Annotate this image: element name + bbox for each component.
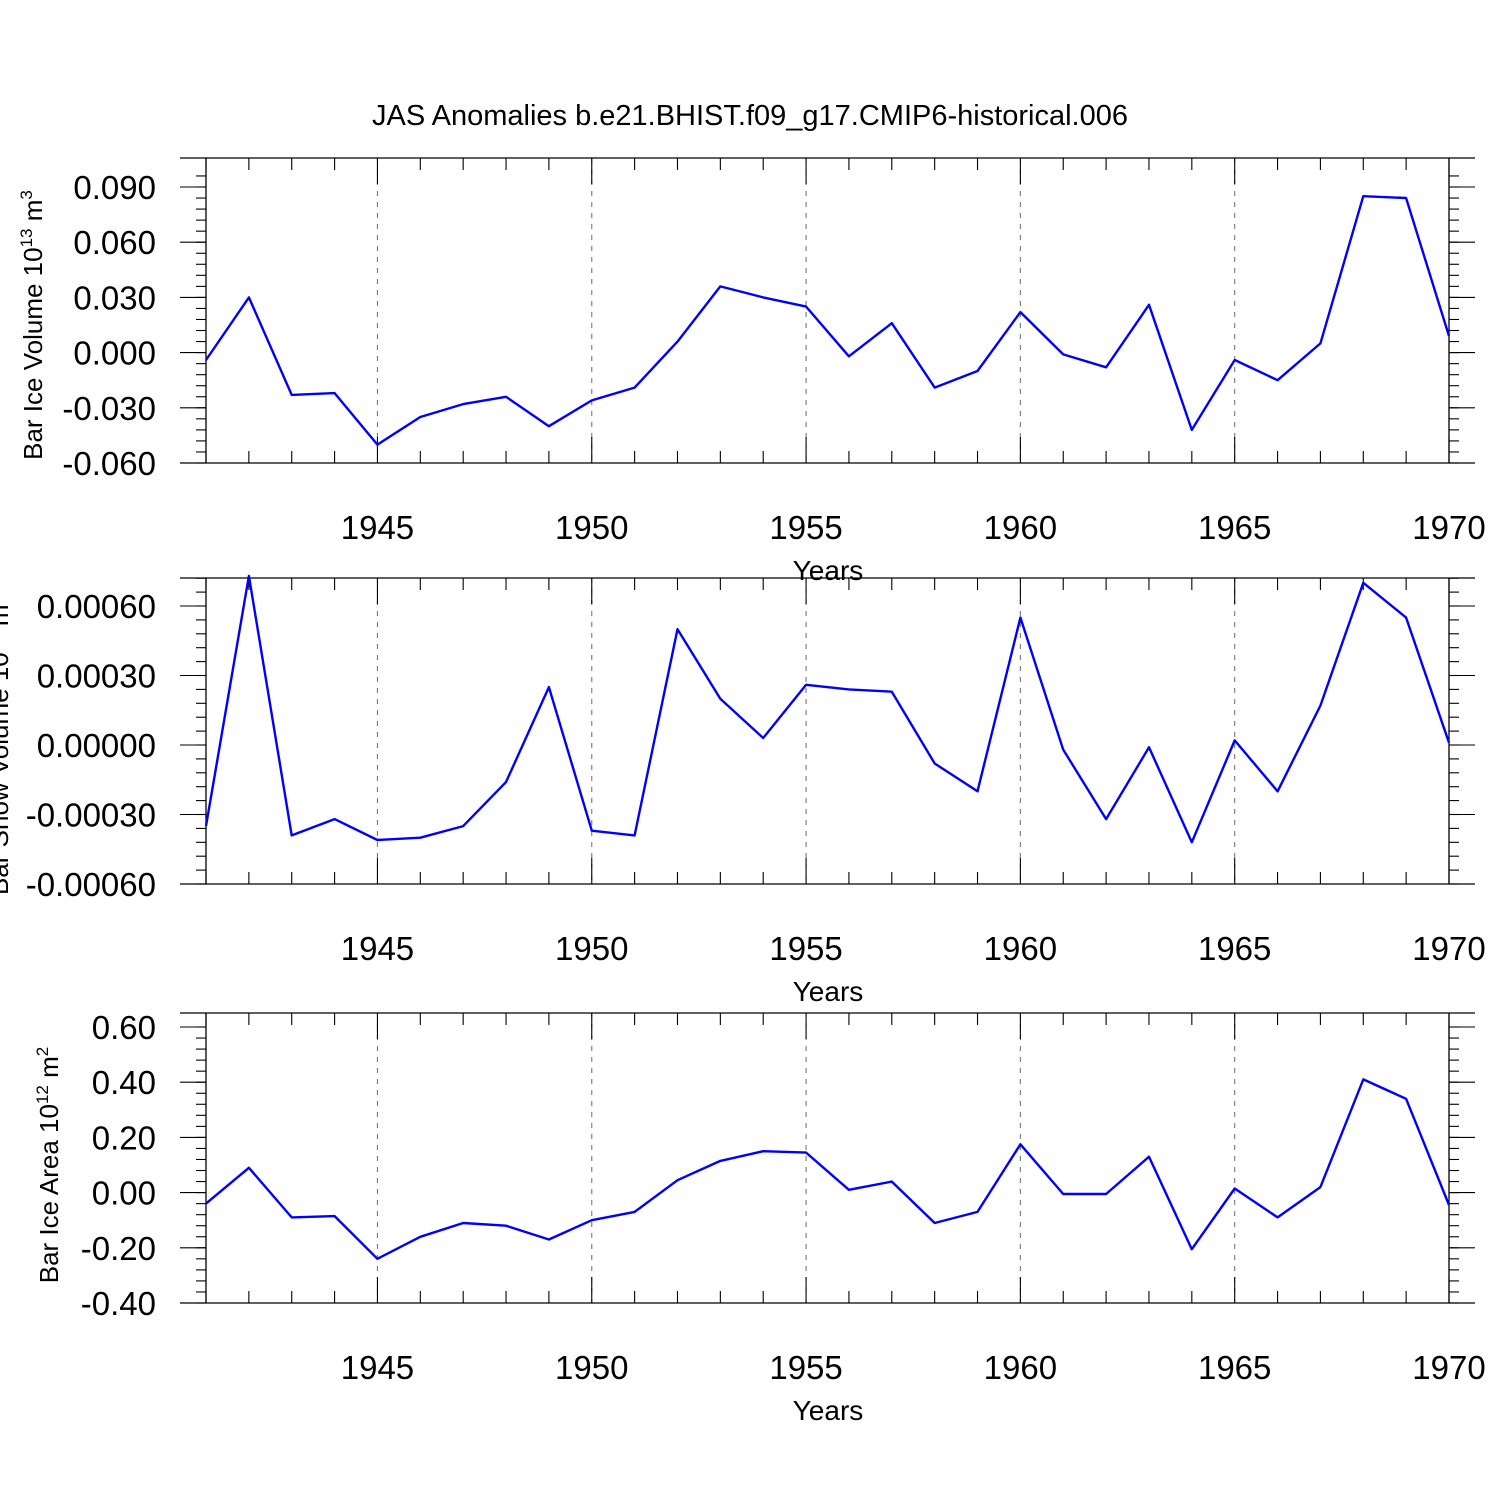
x-tick-label: 1945 [341,930,414,967]
x-tick-label: 1965 [1198,509,1271,546]
y-tick-label: 0.60 [92,1009,156,1046]
y-tick-label: 0.090 [73,169,156,206]
x-tick-label: 1970 [1412,930,1485,967]
x-axis-label: Years [793,976,864,1007]
y-tick-label: 0.00030 [37,658,156,695]
series-line [204,574,1451,844]
x-tick-label: 1950 [555,509,628,546]
y-tick-label: 0.060 [73,224,156,261]
x-tick-label: 1960 [984,930,1057,967]
y-tick-label: -0.00060 [26,866,156,903]
y-axis-label: Bar Ice Area 1012 m2 [33,1047,64,1284]
x-tick-label: 1970 [1412,1349,1485,1386]
y-tick-label: -0.030 [62,390,156,427]
x-tick-label: 1955 [769,509,842,546]
panel-1: -0.060 -0.030 0.000 0.030 0.060 0.090 1945 1950… [17,157,1486,586]
panels-container: -0.060 -0.030 0.000 0.030 0.060 0.090 1945 1950… [0,157,1486,1426]
y-tick-label: -0.20 [81,1230,156,1267]
y-tick-label: -0.00030 [26,797,156,834]
y-tick-label: -0.40 [81,1285,156,1322]
x-tick-label: 1960 [984,509,1057,546]
panel-2: -0.00060 -0.00030 0.00000 0.00030 0.00060 194… [0,574,1486,1007]
y-tick-label: 0.00000 [37,727,156,764]
x-tick-label: 1965 [1198,930,1271,967]
chart-title: JAS Anomalies b.e21.BHIST.f09_g17.CMIP6-… [372,100,1128,132]
x-tick-label: 1965 [1198,1349,1271,1386]
x-tick-label: 1970 [1412,509,1485,546]
y-tick-label: 0.00060 [37,588,156,625]
x-axis-label: Years [793,1395,864,1426]
x-tick-label: 1945 [341,1349,414,1386]
series-line [205,194,1451,446]
x-tick-label: 1950 [555,930,628,967]
y-axis-label: Bar Ice Volume 1013 m3 [17,190,48,460]
y-tick-label: 0.00 [92,1175,156,1212]
x-tick-label: 1960 [984,1349,1057,1386]
series-line [205,1078,1451,1261]
x-tick-label: 1955 [769,930,842,967]
y-tick-label: 0.20 [92,1119,156,1156]
x-tick-label: 1945 [341,509,414,546]
x-tick-label: 1955 [769,1349,842,1386]
x-tick-label: 1950 [555,1349,628,1386]
y-axis-label: Bar Snow Volume 1013 m3 [0,595,14,895]
x-axis-label: Years [793,555,864,586]
y-tick-label: 0.000 [73,335,156,372]
y-tick-label: 0.030 [73,279,156,316]
panel-3: -0.40 -0.20 0.00 0.20 0.40 0.60 1945 1950 1955 19… [33,1009,1486,1426]
y-tick-label: 0.40 [92,1064,156,1101]
y-tick-label: -0.060 [62,445,156,482]
